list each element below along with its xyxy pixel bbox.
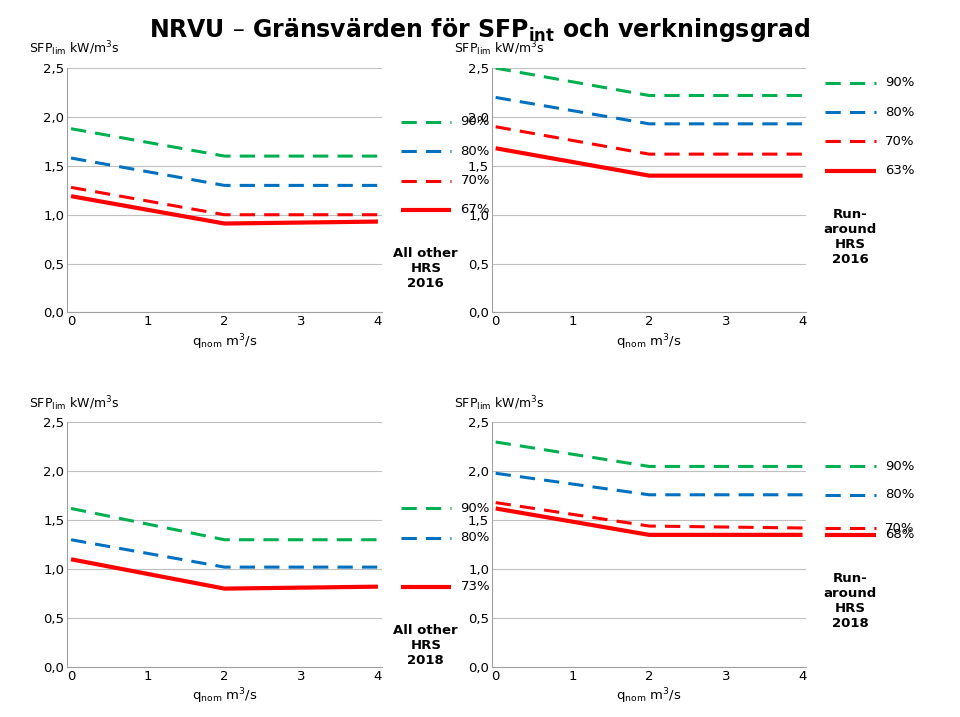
Text: 73%: 73% xyxy=(461,580,490,593)
Text: 80%: 80% xyxy=(885,488,915,501)
Text: SFP$_\mathregular{lim}$ kW/m$^3$s: SFP$_\mathregular{lim}$ kW/m$^3$s xyxy=(454,39,544,58)
X-axis label: q$_\mathregular{nom}$ m$^3$/s: q$_\mathregular{nom}$ m$^3$/s xyxy=(192,687,257,706)
X-axis label: q$_\mathregular{nom}$ m$^3$/s: q$_\mathregular{nom}$ m$^3$/s xyxy=(192,333,257,352)
Text: SFP$_\mathregular{lim}$ kW/m$^3$s: SFP$_\mathregular{lim}$ kW/m$^3$s xyxy=(454,394,544,413)
Text: 70%: 70% xyxy=(461,174,490,187)
Text: 68%: 68% xyxy=(885,528,915,541)
X-axis label: q$_\mathregular{nom}$ m$^3$/s: q$_\mathregular{nom}$ m$^3$/s xyxy=(616,687,682,706)
Text: 70%: 70% xyxy=(885,135,915,148)
Text: 70%: 70% xyxy=(885,521,915,534)
Text: 80%: 80% xyxy=(461,145,490,158)
Text: 90%: 90% xyxy=(461,115,490,128)
Text: All other
HRS
2016: All other HRS 2016 xyxy=(394,247,458,290)
Text: 90%: 90% xyxy=(461,502,490,515)
Text: 80%: 80% xyxy=(461,531,490,544)
Text: 67%: 67% xyxy=(461,204,490,217)
X-axis label: q$_\mathregular{nom}$ m$^3$/s: q$_\mathregular{nom}$ m$^3$/s xyxy=(616,333,682,352)
Text: SFP$_\mathregular{lim}$ kW/m$^3$s: SFP$_\mathregular{lim}$ kW/m$^3$s xyxy=(30,39,120,58)
Text: 90%: 90% xyxy=(885,76,915,90)
Text: 80%: 80% xyxy=(885,105,915,118)
Text: All other
HRS
2018: All other HRS 2018 xyxy=(394,624,458,667)
Text: NRVU – Gränsvärden för SFP$_\mathregular{int}$ och verkningsgrad: NRVU – Gränsvärden för SFP$_\mathregular… xyxy=(150,16,810,44)
Text: Run-
around
HRS
2018: Run- around HRS 2018 xyxy=(824,572,877,630)
Text: 63%: 63% xyxy=(885,164,915,177)
Text: 90%: 90% xyxy=(885,460,915,473)
Text: SFP$_\mathregular{lim}$ kW/m$^3$s: SFP$_\mathregular{lim}$ kW/m$^3$s xyxy=(30,394,120,413)
Text: Run-
around
HRS
2016: Run- around HRS 2016 xyxy=(824,208,877,266)
